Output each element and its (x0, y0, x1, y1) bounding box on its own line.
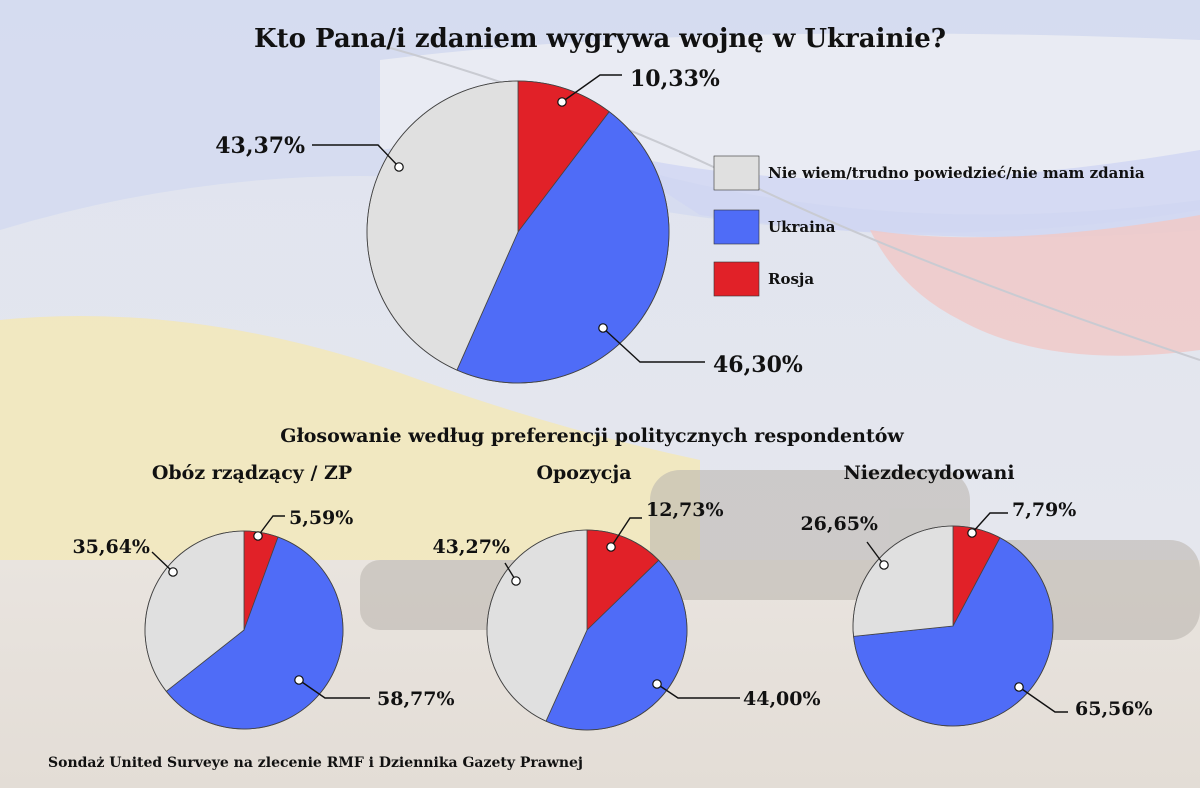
leader-line (561, 74, 622, 103)
leader-line (312, 144, 400, 168)
pie-title: Niezdecydowani (843, 462, 1014, 484)
pie-title: Opozycja (536, 462, 631, 484)
slice-value-label: 35,64% (72, 536, 150, 558)
pie-outline (852, 525, 1054, 727)
slice-value-label: 46,30% (713, 352, 803, 378)
chart-title: Kto Pana/i zdaniem wygrywa wojnę w Ukrai… (254, 24, 946, 54)
leader-line (298, 679, 370, 699)
slice-value-label: 44,00% (743, 688, 821, 710)
legend-label: Rosja (768, 270, 814, 288)
slice-value-label: 10,33% (630, 66, 720, 92)
slice-value-label: 43,27% (432, 536, 510, 558)
legend-swatch (713, 261, 760, 297)
slice-value-label: 43,37% (215, 133, 305, 159)
legend-label: Ukraina (768, 218, 836, 236)
slice-value-label: 58,77% (377, 688, 455, 710)
leader-line (602, 327, 705, 363)
leader-dot (1014, 682, 1024, 692)
leader-dot (168, 567, 178, 577)
legend-swatch (713, 155, 760, 191)
slice-value-label: 5,59% (289, 507, 353, 529)
leader-line (610, 517, 642, 548)
slice-value-label: 7,79% (1012, 499, 1076, 521)
leader-dot (394, 162, 404, 172)
leader-dot (606, 542, 616, 552)
leader-line (151, 551, 174, 573)
leader-dot (557, 97, 567, 107)
legend-swatch (713, 209, 760, 245)
pie-outline (486, 529, 688, 731)
leader-line (656, 683, 740, 699)
leader-dot (294, 675, 304, 685)
leader-dot (253, 531, 263, 541)
legend-label: Nie wiem/trudno powiedzieć/nie mam zdani… (768, 164, 1145, 182)
leader-dot (879, 560, 889, 570)
leader-dot (967, 528, 977, 538)
leader-dot (598, 323, 608, 333)
slice-value-label: 65,56% (1075, 698, 1153, 720)
leader-line (971, 512, 1008, 534)
leader-dot (652, 679, 662, 689)
pie-outline (144, 530, 344, 730)
source-note: Sondaż United Surveye na zlecenie RMF i … (48, 755, 584, 771)
chart-subtitle: Głosowanie według preferencji polityczny… (280, 425, 904, 447)
leader-dot (511, 576, 521, 586)
leader-line (257, 515, 285, 537)
pie-outline (366, 80, 670, 384)
pie-title: Obóz rządzący / ZP (152, 462, 352, 484)
slice-value-label: 12,73% (646, 499, 724, 521)
leader-line (1018, 686, 1068, 713)
slice-value-label: 26,65% (800, 513, 878, 535)
